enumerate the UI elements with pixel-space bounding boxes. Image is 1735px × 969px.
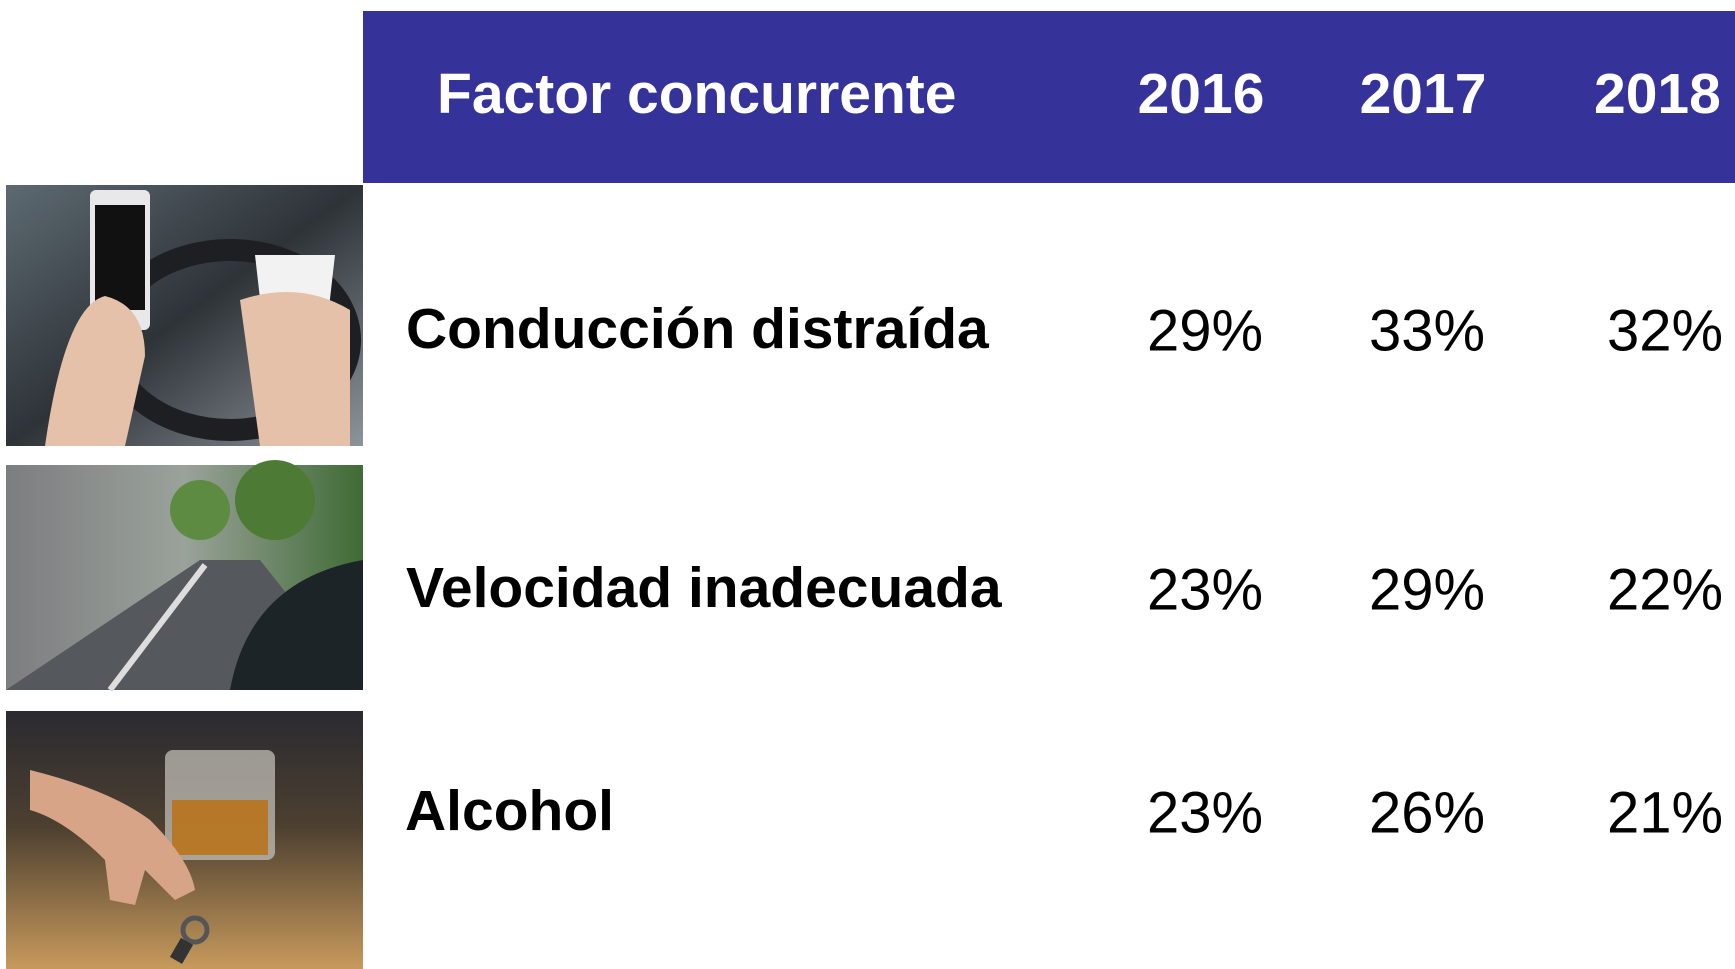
cell: 26%	[1369, 780, 1485, 845]
header-cell: Factor concurrente	[437, 62, 956, 126]
cell: 32%	[1607, 298, 1723, 363]
cell: 29%	[1147, 298, 1263, 363]
cell: 23%	[1147, 780, 1263, 845]
cell: 23%	[1147, 557, 1263, 622]
cell: 29%	[1369, 557, 1485, 622]
cell: 22%	[1607, 557, 1723, 622]
table-slide: Factor concurrente 2016 2017 2018 Conduc…	[0, 0, 1735, 969]
header-cell: 2018	[1594, 62, 1721, 126]
cell: 21%	[1607, 780, 1723, 845]
row-label: Conducción distraída	[406, 297, 990, 361]
row-label: Alcohol	[405, 779, 614, 843]
photo-speed	[6, 460, 363, 690]
row-label: Velocidad inadecuada	[406, 556, 1003, 620]
header-cell: 2017	[1360, 62, 1487, 126]
page: Factor concurrente 2016 2017 2018 Conduc…	[0, 0, 1735, 969]
photo-alcohol	[6, 711, 363, 969]
cell: 33%	[1369, 298, 1485, 363]
photo-phone-driving	[6, 185, 363, 446]
header-cell: 2016	[1138, 62, 1265, 126]
